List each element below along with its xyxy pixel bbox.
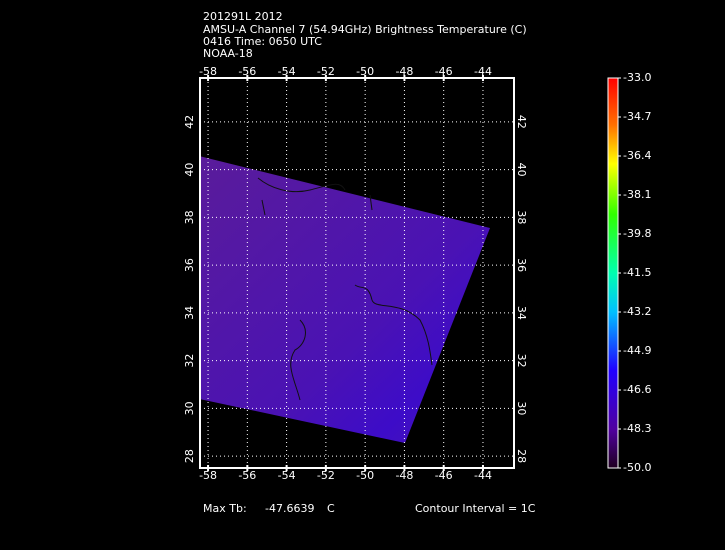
footer-unit: C [327,502,335,515]
colorbar-label: -36.4 [623,149,651,162]
x-tick-label: -56 [238,65,256,78]
header-line: 0416 Time: 0650 UTC [203,35,322,48]
y-tick-label: 34 [515,306,528,320]
colorbar-label: -33.0 [623,71,651,84]
x-tick-label: -54 [278,65,296,78]
footer-contour: Contour Interval = 1C [415,502,536,515]
y-tick-label: 30 [515,401,528,415]
x-tick-label: -48 [395,469,413,482]
header-line: AMSU-A Channel 7 (54.94GHz) Brightness T… [203,23,527,36]
y-tick-label: 42 [515,115,528,129]
colorbar-label: -41.5 [623,266,651,279]
y-tick-label: 28 [183,449,196,463]
x-tick-label: -52 [317,469,335,482]
y-tick-label: 36 [183,258,196,272]
x-tick-label: -46 [435,469,453,482]
x-tick-label: -46 [435,65,453,78]
colorbar-label: -50.0 [623,461,651,474]
footer-label: Max Tb: [203,502,247,515]
x-tick-label: -44 [474,469,492,482]
y-tick-label: 42 [183,115,196,129]
colorbar-label: -34.7 [623,110,651,123]
x-tick-label: -48 [395,65,413,78]
colorbar-label: -43.2 [623,305,651,318]
y-tick-label: 40 [183,163,196,177]
x-tick-label: -52 [317,65,335,78]
x-tick-label: -44 [474,65,492,78]
map-area [200,156,490,443]
contour [257,177,433,401]
y-tick-label: 38 [183,210,196,224]
y-tick-label: 30 [183,401,196,415]
colorbar-label: -39.8 [623,227,651,240]
colorbar [607,77,619,469]
y-tick-label: 32 [515,354,528,368]
colorbar-label: -38.1 [623,188,651,201]
colorbar-label: -46.6 [623,383,651,396]
colorbar-label: -48.3 [623,422,651,435]
swath [200,156,490,443]
x-tick-label: -56 [238,469,256,482]
x-tick-label: -54 [278,469,296,482]
header-line: NOAA-18 [203,47,253,60]
y-tick-label: 32 [183,354,196,368]
footer-value: -47.6639 [265,502,314,515]
x-tick-label: -50 [356,65,374,78]
colorbar-label: -44.9 [623,344,651,357]
x-tick-label: -58 [199,65,217,78]
header-line: 201291L 2012 [203,10,283,23]
y-tick-label: 38 [515,210,528,224]
y-tick-label: 40 [515,163,528,177]
y-tick-label: 36 [515,258,528,272]
y-tick-label: 28 [515,449,528,463]
y-tick-label: 34 [183,306,196,320]
x-tick-label: -58 [199,469,217,482]
map-frame [199,77,515,469]
x-tick-label: -50 [356,469,374,482]
